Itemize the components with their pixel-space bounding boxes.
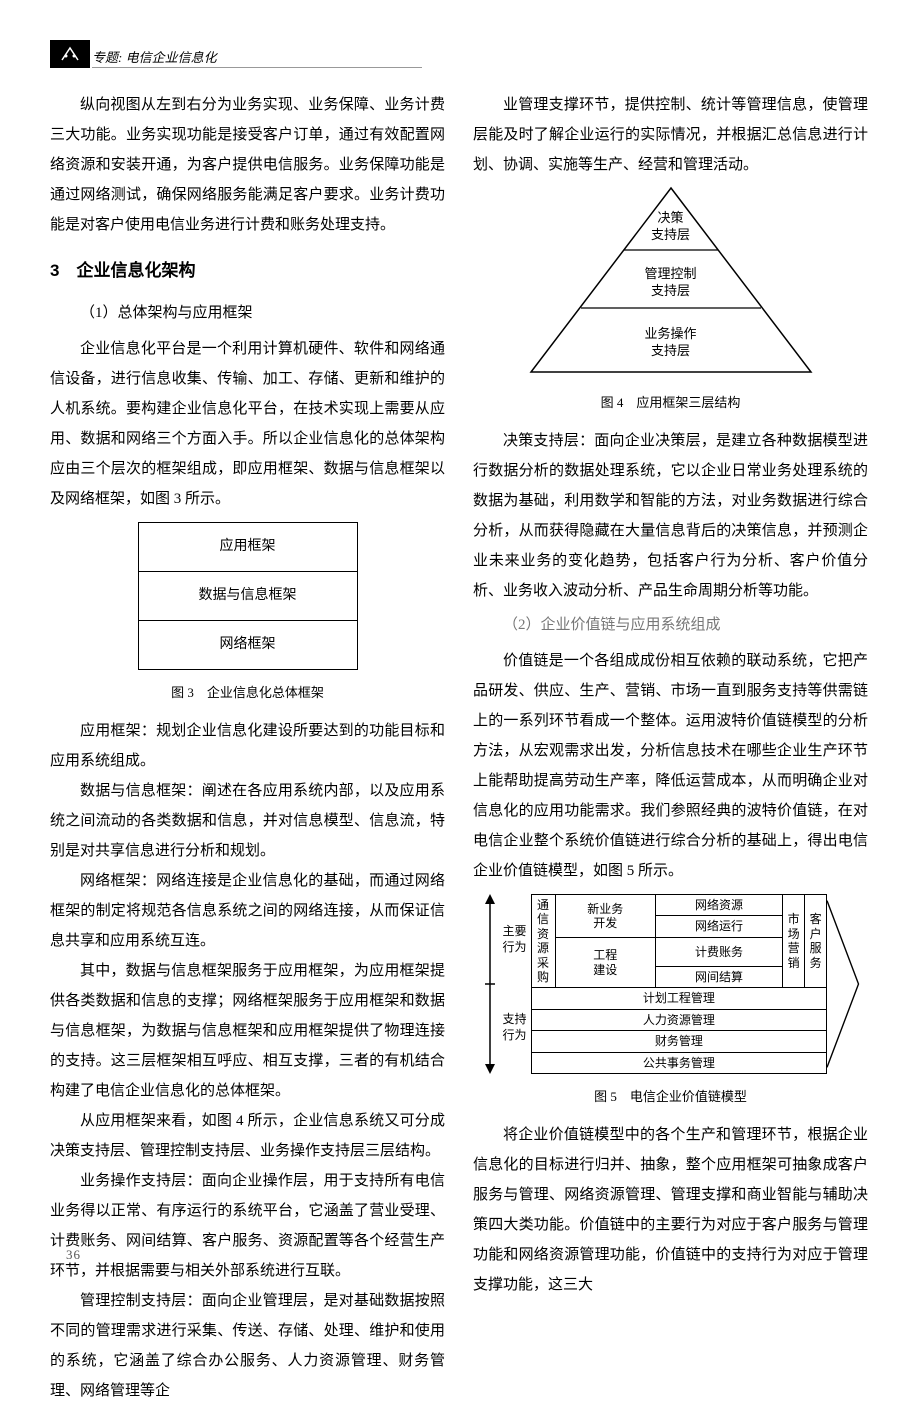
fig5-table: 通 信 资 源 采 购 新业务 开发 网络资源 市 场 营 销 客 户 服 务 …	[531, 894, 828, 1074]
figure-3-box: 应用框架 数据与信息框架 网络框架	[138, 522, 358, 670]
header-logo-icon	[50, 40, 90, 68]
fig4-layer-mid: 管理控制 支持层	[611, 266, 731, 300]
fig5-col2-bot: 工程 建设	[555, 937, 655, 988]
fig5-cell: 网间结算	[655, 966, 782, 987]
fig5-cell: 网络运行	[655, 916, 782, 937]
fig5-support-label: 支持 行为	[503, 1012, 527, 1043]
fig5-col1: 通 信 资 源 采 购	[531, 895, 555, 988]
fig5-col2-top: 新业务 开发	[555, 895, 655, 938]
para: 纵向视图从左到右分为业务实现、业务保障、业务计费三大功能。业务实现功能是接受客户…	[50, 90, 445, 240]
fig4-layer-bot: 业务操作 支持层	[611, 326, 731, 360]
fig5-main-label: 主要 行为	[503, 924, 527, 955]
header-topic: 专题: 电信企业信息化	[92, 47, 422, 68]
para: 应用框架：规划企业信息化建设所要达到的功能目标和应用系统组成。	[50, 716, 445, 776]
subsection: （2）企业价值链与应用系统组成	[473, 610, 868, 640]
fig3-row: 数据与信息框架	[139, 572, 357, 621]
para: 将企业价值链模型中的各个生产和管理环节，根据企业信息化的目标进行归并、抽象，整个…	[473, 1120, 868, 1300]
para: 管理控制支持层：面向企业管理层，是对基础数据按照不同的管理需求进行采集、传送、存…	[50, 1286, 445, 1406]
para: 数据与信息框架：阐述在各应用系统内部，以及应用系统之间流动的各类数据和信息，并对…	[50, 776, 445, 866]
figure-4-caption: 图 4 应用框架三层结构	[473, 390, 868, 416]
left-column: 纵向视图从左到右分为业务实现、业务保障、业务计费三大功能。业务实现功能是接受客户…	[50, 90, 445, 1406]
fig5-left-arrow-icon	[479, 894, 501, 1074]
subsection: （1）总体架构与应用框架	[50, 298, 445, 328]
para: 决策支持层：面向企业决策层，是建立各种数据模型进行数据分析的数据处理系统，它以企…	[473, 426, 868, 606]
para: 企业信息化平台是一个利用计算机硬件、软件和网络通信设备，进行信息收集、传输、加工…	[50, 334, 445, 514]
fig3-row: 网络框架	[139, 621, 357, 669]
fig3-row: 应用框架	[139, 523, 357, 572]
figure-5-caption: 图 5 电信企业价值链模型	[473, 1084, 868, 1110]
fig5-col5: 客 户 服 务	[805, 895, 827, 988]
figure-5-value-chain: 主要 行为 支持 行为 通 信 资 源 采 购 新业务 开发 网络资源 市 场 …	[481, 894, 861, 1074]
fig5-right-arrow-icon	[827, 894, 860, 1074]
fig5-cell: 计费账务	[655, 937, 782, 966]
fig5-support-row: 公共事务管理	[531, 1052, 827, 1073]
right-column: 业管理支撑环节，提供控制、统计等管理信息，使管理层能及时了解企业运行的实际情况，…	[473, 90, 868, 1406]
page-header: 专题: 电信企业信息化	[50, 40, 422, 68]
figure-3-caption: 图 3 企业信息化总体框架	[50, 680, 445, 706]
fig5-support-row: 计划工程管理	[531, 988, 827, 1009]
para: 从应用框架来看，如图 4 所示，企业信息系统又可分成决策支持层、管理控制支持层、…	[50, 1106, 445, 1166]
section-heading: 3 企业信息化架构	[50, 254, 445, 288]
para: 业管理支撑环节，提供控制、统计等管理信息，使管理层能及时了解企业运行的实际情况，…	[473, 90, 868, 180]
fig5-col4: 市 场 营 销	[783, 895, 805, 988]
para: 价值链是一个各组成成份相互依赖的联动系统，它把产品研发、供应、生产、营销、市场一…	[473, 646, 868, 886]
fig5-cell: 网络资源	[655, 895, 782, 916]
fig5-support-row: 财务管理	[531, 1031, 827, 1052]
para: 网络框架：网络连接是企业信息化的基础，而通过网络框架的制定将规范各信息系统之间的…	[50, 866, 445, 956]
para: 业务操作支持层：面向企业操作层，用于支持所有电信业务得以正常、有序运行的系统平台…	[50, 1166, 445, 1286]
figure-4-pyramid: 决策 支持层 管理控制 支持层 业务操作 支持层	[521, 180, 821, 380]
fig4-layer-top: 决策 支持层	[611, 210, 731, 244]
page-number: 36	[66, 1247, 81, 1263]
para: 其中，数据与信息框架服务于应用框架，为应用框架提供各类数据和信息的支撑；网络框架…	[50, 956, 445, 1106]
fig5-support-row: 人力资源管理	[531, 1009, 827, 1030]
